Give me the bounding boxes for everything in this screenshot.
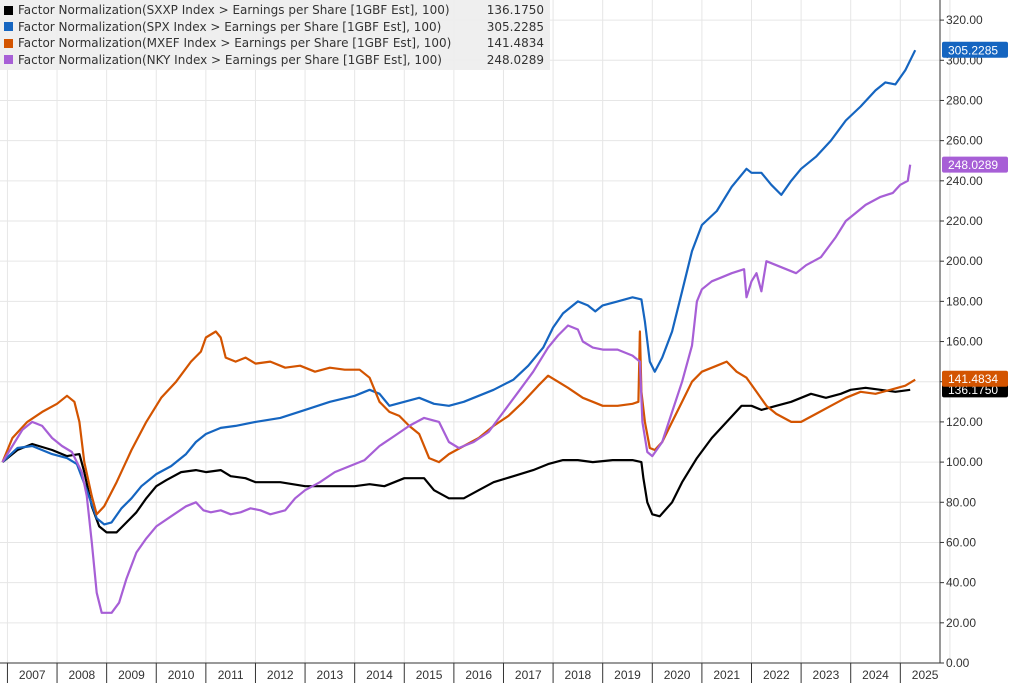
last-value-label: 248.0289: [948, 158, 998, 172]
y-tick-label: 200.00: [946, 254, 983, 268]
x-tick-label: 2011: [218, 668, 244, 682]
legend-last-value: 305.2285: [486, 19, 544, 34]
x-tick-label: 2016: [465, 668, 492, 682]
x-tick-label: 2024: [862, 668, 889, 682]
x-tick-label: 2008: [68, 668, 95, 682]
legend-item[interactable]: Factor Normalization(SPX Index > Earning…: [4, 19, 544, 36]
y-tick-label: 320.00: [946, 13, 983, 27]
y-tick-label: 60.00: [946, 535, 976, 549]
y-tick-label: 240.00: [946, 174, 983, 188]
legend-last-value: 248.0289: [486, 52, 544, 67]
x-tick-label: 2018: [565, 668, 592, 682]
y-tick-label: 20.00: [946, 616, 976, 630]
last-value-label: 305.2285: [948, 43, 998, 57]
legend-item[interactable]: Factor Normalization(MXEF Index > Earnin…: [4, 35, 544, 52]
y-tick-label: 80.00: [946, 495, 976, 509]
x-tick-label: 2020: [664, 668, 691, 682]
legend-label: Factor Normalization(MXEF Index > Earnin…: [18, 36, 452, 50]
legend-item[interactable]: Factor Normalization(SXXP Index > Earnin…: [4, 2, 544, 19]
legend-last-value: 141.4834: [486, 36, 544, 50]
y-tick-label: 180.00: [946, 294, 983, 308]
x-tick-label: 2022: [763, 668, 790, 682]
x-tick-label: 2019: [614, 668, 641, 682]
x-tick-label: 2023: [813, 668, 840, 682]
x-tick-label: 2013: [317, 668, 344, 682]
x-tick-label: 2021: [713, 668, 740, 682]
last-value-tag: [942, 370, 1008, 387]
y-tick-label: 160.00: [946, 335, 983, 349]
last-value-tag: [942, 156, 1008, 173]
legend-label: Factor Normalization(NKY Index > Earning…: [18, 52, 442, 67]
series-line: [1, 49, 917, 526]
legend-swatch: [4, 38, 13, 48]
legend-swatch: [4, 55, 13, 65]
y-tick-label: 120.00: [946, 415, 983, 429]
y-tick-label: 0.00: [946, 656, 970, 670]
legend-label: Factor Normalization(SXXP Index > Earnin…: [18, 3, 450, 17]
legend-label: Factor Normalization(SPX Index > Earning…: [18, 19, 442, 34]
series-lines: [1, 49, 917, 614]
series-line: [1, 386, 911, 534]
series-line: [1, 164, 912, 614]
x-tick-label: 2017: [515, 668, 542, 682]
x-axis: 2007 2008 2009 2010 2011 2012 2013 2014 2015 2016…: [0, 662, 940, 683]
x-tick-label: 2025: [912, 668, 939, 682]
y-tick-label: 100.00: [946, 455, 983, 469]
y-tick-label: 220.00: [946, 214, 983, 228]
y-tick-label: 260.00: [946, 134, 983, 148]
legend-swatch: [4, 5, 13, 15]
legend: Factor Normalization(SXXP Index > Earnin…: [0, 0, 550, 70]
y-tick-label: 280.00: [946, 93, 983, 107]
legend-item[interactable]: Factor Normalization(NKY Index > Earning…: [4, 52, 544, 69]
x-tick-label: 2007: [19, 668, 46, 682]
legend-last-value: 136.1750: [486, 3, 544, 17]
last-value-tag: [942, 41, 1008, 58]
series-line: [1, 330, 916, 516]
x-tick-label: 2015: [416, 668, 443, 682]
legend-swatch: [4, 22, 13, 32]
gridlines: [0, 0, 951, 664]
y-axis: 0.0020.0040.0060.0080.00100.00120.00140.…: [939, 0, 983, 670]
x-tick-label: 2014: [366, 668, 393, 682]
x-tick-label: 2009: [118, 668, 145, 682]
x-tick-label: 2010: [168, 668, 195, 682]
y-tick-label: 40.00: [946, 576, 976, 590]
last-value-label: 141.4834: [948, 372, 998, 386]
x-tick-label: 2012: [267, 668, 294, 682]
